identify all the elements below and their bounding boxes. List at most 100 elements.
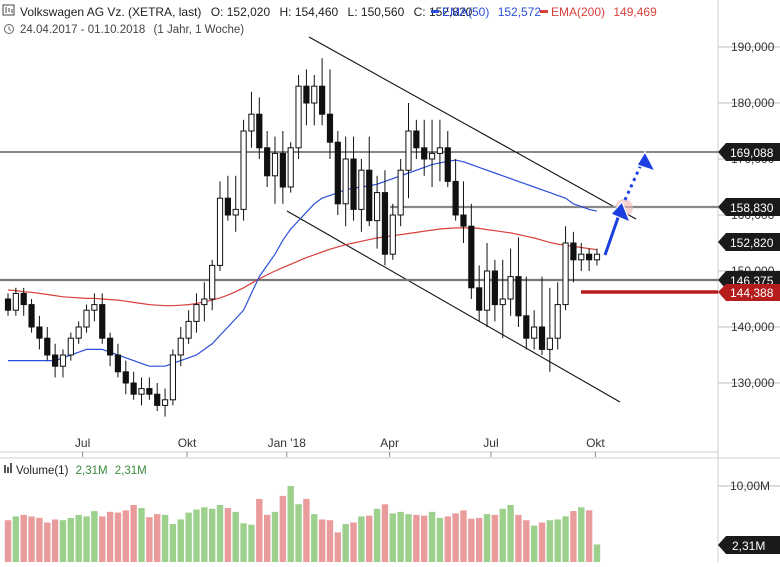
candle-up bbox=[562, 242, 569, 306]
candle-up bbox=[295, 85, 302, 149]
last-price-badge[interactable]: 152,820 bbox=[718, 233, 780, 251]
candle-up bbox=[342, 158, 349, 205]
level-badge-158830[interactable]: 158,830 bbox=[718, 198, 780, 216]
svg-text:EMA(200) 149,469: EMA(200) 149,469 bbox=[551, 5, 657, 19]
level-badge-169088[interactable]: 169,088 bbox=[718, 143, 780, 161]
x-tick-label: Jul bbox=[483, 436, 498, 450]
level-badge-label: 169,088 bbox=[730, 146, 774, 160]
candle-down bbox=[146, 388, 153, 395]
candle-up bbox=[59, 354, 67, 367]
candle-up bbox=[531, 326, 538, 339]
volume-bar bbox=[389, 513, 396, 562]
candle-down bbox=[303, 85, 310, 104]
candle-down bbox=[52, 354, 59, 367]
level-badge-label: 144,388 bbox=[730, 286, 774, 300]
volume-bar bbox=[405, 514, 412, 562]
volume-bar bbox=[271, 511, 279, 562]
candle-type-icon[interactable] bbox=[2, 4, 15, 16]
candle-up bbox=[209, 264, 216, 300]
candle-down bbox=[326, 113, 334, 143]
volume-last-badge[interactable]: 2,31M bbox=[718, 536, 780, 554]
ema50-value: 152,572 bbox=[498, 5, 542, 19]
ema50-label: EMA(50) bbox=[442, 5, 489, 19]
x-tick-label: Jul bbox=[75, 436, 90, 450]
trend-channel-lower[interactable] bbox=[286, 210, 621, 403]
volume-bar bbox=[232, 511, 239, 562]
price-tick-label: 130,000 bbox=[731, 376, 775, 390]
volume-bar bbox=[28, 516, 35, 562]
volume-bar bbox=[138, 508, 145, 562]
candle-up bbox=[161, 399, 169, 406]
breakout-arrow[interactable] bbox=[603, 211, 622, 256]
volume-bar bbox=[366, 515, 373, 562]
volume-bar bbox=[570, 511, 577, 562]
svg-text:Volume(1) 2,31M 2,: Volume(1) 2,31M 2,31M bbox=[16, 465, 147, 477]
volume-bar bbox=[4, 520, 12, 562]
candle-up bbox=[546, 337, 553, 350]
price-tick-label: 180,000 bbox=[731, 96, 775, 110]
level-badge-144388[interactable]: 144,388 bbox=[718, 284, 780, 301]
volume-bar bbox=[530, 525, 538, 562]
volume-bar bbox=[397, 511, 404, 562]
volume-bar bbox=[185, 512, 192, 562]
clock-hands-icon bbox=[8, 26, 12, 31]
volume-bar bbox=[59, 520, 67, 562]
candle-down bbox=[570, 242, 577, 261]
volume-bar bbox=[342, 524, 349, 562]
svg-text:Volkswagen AG Vz. (XETRA, last: Volkswagen AG Vz. (XETRA, last) O: 152,0… bbox=[20, 5, 473, 19]
volume-bar bbox=[507, 505, 514, 562]
volume-bar bbox=[428, 511, 436, 562]
candle-down bbox=[381, 192, 389, 255]
ema200-value: 149,469 bbox=[613, 5, 657, 19]
volume-bar bbox=[350, 522, 357, 562]
clock-icon[interactable] bbox=[4, 24, 14, 34]
target-arrow-dotted[interactable] bbox=[623, 157, 646, 201]
candle-down bbox=[154, 393, 161, 406]
volume-bar bbox=[193, 509, 200, 562]
x-axis: Jul Okt Jan '18 Apr Jul Okt bbox=[75, 436, 605, 457]
candle-up bbox=[311, 85, 318, 104]
volume-bar bbox=[122, 510, 129, 562]
volume-bar bbox=[20, 514, 27, 562]
volume-bar bbox=[12, 516, 20, 562]
svg-text:EMA(50) 152,572: EMA(50) 152,572 bbox=[442, 5, 541, 19]
volume-bars-icon bbox=[4, 465, 6, 473]
volume-bar bbox=[444, 516, 451, 562]
volume-bar bbox=[303, 498, 310, 562]
candle-up bbox=[75, 326, 82, 339]
candle-down bbox=[99, 304, 106, 339]
volume-tick-label: 10,00M bbox=[730, 479, 770, 493]
candle-down bbox=[224, 197, 231, 216]
candle-up bbox=[193, 304, 200, 322]
volume-bar bbox=[287, 486, 294, 562]
candle-down bbox=[366, 169, 373, 222]
candle-down bbox=[444, 147, 451, 182]
candle-up bbox=[405, 130, 412, 171]
volume-bar bbox=[538, 522, 546, 562]
candle-down bbox=[476, 287, 483, 311]
candle-up bbox=[216, 197, 224, 266]
volume-label: Volume(1) bbox=[16, 465, 69, 477]
volume-bar bbox=[256, 498, 263, 562]
volume-bar bbox=[201, 507, 208, 562]
period-label: (1 Jahr, 1 Woche) bbox=[154, 24, 245, 36]
volume-bar bbox=[578, 507, 585, 562]
volume-bar bbox=[106, 511, 114, 562]
volume-bar bbox=[585, 510, 593, 562]
candle-up bbox=[397, 169, 404, 216]
volume-bar bbox=[475, 517, 483, 562]
trend-channel-upper[interactable] bbox=[308, 36, 637, 220]
svg-text:24.04.2017 - 01.10.2018: 24.04.2017 - 01.10.2018 (1 Jahr, 1 Woche… bbox=[20, 24, 244, 36]
candle-down bbox=[523, 315, 530, 339]
target-arrowhead bbox=[636, 150, 657, 173]
candle-up bbox=[248, 113, 255, 132]
volume-bar bbox=[515, 514, 522, 562]
candle-down bbox=[36, 326, 43, 339]
candle-down bbox=[491, 270, 498, 306]
volume-value-2: 2,31M bbox=[115, 465, 147, 477]
candle-up bbox=[83, 309, 90, 328]
candle-down bbox=[460, 214, 467, 227]
x-tick-label: Apr bbox=[380, 436, 399, 450]
